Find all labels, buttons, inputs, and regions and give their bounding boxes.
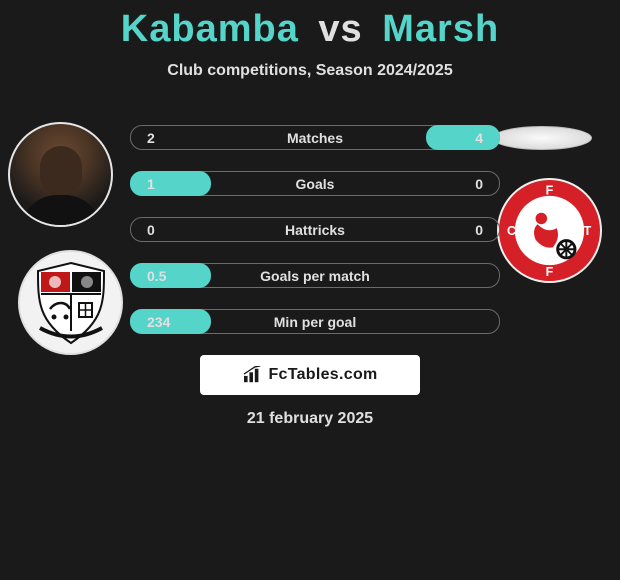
- club-badge-icon: F T F C: [499, 180, 600, 281]
- stat-value-p2: 4: [475, 130, 483, 146]
- stat-label: Matches: [287, 130, 343, 146]
- stats-table: 2 Matches 4 1 Goals 0 0 Hattricks 0 0.5 …: [130, 125, 500, 355]
- title-vs: vs: [318, 8, 362, 50]
- stat-value-p2: 0: [475, 176, 483, 192]
- stat-fill: [130, 263, 211, 288]
- stat-value-p1: 0: [147, 222, 155, 238]
- stat-fill: [130, 171, 211, 196]
- stat-label: Goals per match: [260, 268, 370, 284]
- stat-row: 2 Matches 4: [130, 125, 500, 150]
- player2-name: Marsh: [382, 8, 499, 50]
- player2-avatar: [492, 126, 592, 150]
- stat-value-p2: 0: [475, 222, 483, 238]
- stat-value-p1: 2: [147, 130, 155, 146]
- stat-value-p1: 234: [147, 314, 170, 330]
- svg-text:F: F: [546, 265, 554, 279]
- stat-row: 1 Goals 0: [130, 171, 500, 196]
- stat-label: Min per goal: [274, 314, 356, 330]
- svg-text:T: T: [584, 224, 592, 238]
- player1-avatar: [8, 122, 113, 227]
- svg-text:F: F: [546, 183, 554, 197]
- stat-row: 0.5 Goals per match: [130, 263, 500, 288]
- stat-fill: [130, 309, 211, 334]
- player1-name: Kabamba: [121, 8, 299, 50]
- subtitle: Club competitions, Season 2024/2025: [0, 62, 620, 80]
- club1-crest: [18, 250, 123, 355]
- shield-icon: [32, 261, 110, 345]
- bar-chart-icon: [242, 366, 264, 384]
- stat-value-p1: 1: [147, 176, 155, 192]
- date-label: 21 february 2025: [0, 410, 620, 428]
- stat-row: 0 Hattricks 0: [130, 217, 500, 242]
- stat-label: Goals: [296, 176, 335, 192]
- brand-badge: FcTables.com: [200, 355, 420, 395]
- club2-crest: F T F C: [497, 178, 602, 283]
- stat-fill: [426, 125, 500, 150]
- stat-label: Hattricks: [285, 222, 345, 238]
- stat-value-p1: 0.5: [147, 268, 166, 284]
- stat-row: 234 Min per goal: [130, 309, 500, 334]
- brand-text: FcTables.com: [268, 366, 377, 384]
- svg-text:C: C: [507, 224, 516, 238]
- page-title: Kabamba vs Marsh: [0, 8, 620, 51]
- comparison-card: Kabamba vs Marsh Club competitions, Seas…: [0, 0, 620, 580]
